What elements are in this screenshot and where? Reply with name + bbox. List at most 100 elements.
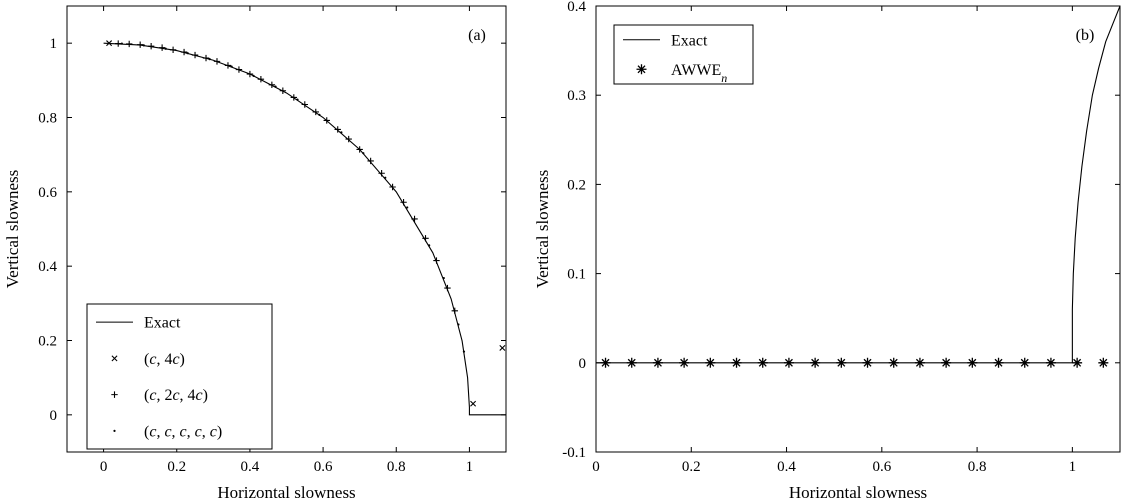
data-point	[340, 131, 343, 134]
panel-label: (b)	[1076, 27, 1095, 44]
data-point	[888, 357, 899, 368]
data-point	[810, 357, 821, 368]
x-tick-label: 0.4	[777, 459, 796, 475]
data-point	[180, 48, 188, 56]
axes-frame	[66, 5, 507, 453]
legend-box	[86, 303, 273, 450]
data-point	[967, 357, 978, 368]
series-1-markers	[600, 357, 1109, 368]
y-tick-label: -0.1	[562, 445, 586, 461]
y-axis-label: Vertical slowness	[533, 170, 552, 289]
x-tick-label: 0.6	[314, 459, 333, 475]
data-point	[235, 66, 243, 73]
data-point	[389, 183, 396, 191]
legend-entry-label: (c, 4c)	[144, 351, 185, 368]
y-tick-label: 0.2	[38, 334, 57, 350]
data-point	[246, 70, 254, 78]
plot-area	[596, 6, 1120, 368]
data-point	[442, 276, 445, 280]
data-point	[384, 176, 387, 179]
x-tick-label: 1	[466, 459, 474, 475]
data-point	[115, 40, 122, 47]
data-point	[125, 40, 133, 48]
data-point	[757, 357, 768, 368]
data-point	[444, 284, 451, 292]
data-point	[367, 157, 374, 165]
y-tick-label: 0.4	[567, 0, 586, 15]
y-tick-label: 0	[579, 356, 587, 372]
data-point	[457, 323, 460, 326]
data-point	[147, 42, 155, 50]
x-tick-label: 0.8	[968, 459, 987, 475]
data-point	[296, 98, 299, 101]
legend: Exact AWWEn	[613, 24, 754, 85]
series-2-markers	[115, 40, 458, 314]
data-point	[451, 307, 458, 314]
data-point	[1072, 357, 1083, 368]
series-3-markers	[120, 42, 466, 353]
y-tick-label: 0.3	[567, 88, 586, 104]
legend-swatch-marker	[113, 429, 116, 432]
data-point	[362, 152, 365, 155]
data-point	[652, 357, 663, 368]
legend-entry-label: Exact	[144, 315, 181, 332]
data-point	[268, 81, 276, 88]
data-point	[993, 357, 1004, 368]
data-point	[191, 51, 199, 59]
data-point	[862, 357, 873, 368]
data-point	[356, 146, 363, 153]
x-axis-label: Horizontal slowness	[789, 483, 927, 501]
data-point	[279, 87, 287, 94]
x-tick-label: 0.6	[872, 459, 891, 475]
y-tick-label: 0.6	[38, 185, 57, 201]
data-point	[406, 206, 409, 209]
data-point	[213, 58, 221, 65]
legend-swatch-marker	[111, 391, 118, 398]
x-tick-label: 0	[100, 459, 108, 475]
y-tick-label: 0	[50, 408, 58, 424]
x-tick-label: 0.8	[387, 459, 406, 475]
data-point	[731, 357, 742, 368]
y-tick-label: 0.4	[38, 259, 57, 275]
data-point	[186, 52, 189, 55]
data-point	[1019, 357, 1030, 368]
data-point	[499, 344, 506, 351]
data-point	[158, 44, 166, 51]
data-point	[290, 94, 298, 101]
data-point	[679, 357, 690, 368]
data-point	[224, 62, 232, 69]
legend-entry-label: (c, c, c, c, c)	[144, 423, 222, 440]
x-tick-label: 0.4	[241, 459, 260, 475]
legend-entry-label: Exact	[671, 32, 708, 49]
data-point	[334, 126, 341, 133]
legend-swatch-marker	[636, 64, 647, 75]
data-point	[345, 135, 352, 143]
data-point	[106, 40, 113, 47]
series-line-exact	[596, 6, 1120, 364]
data-point	[470, 400, 477, 407]
data-point	[257, 76, 265, 83]
data-point	[164, 47, 167, 50]
series-1-markers	[106, 40, 506, 407]
x-tick-label: 1	[1069, 459, 1077, 475]
data-point	[1045, 357, 1056, 368]
data-point	[252, 74, 255, 77]
data-point	[301, 101, 308, 108]
data-point	[433, 257, 440, 264]
x-axis-label: Horizontal slowness	[217, 483, 355, 501]
data-point	[202, 54, 210, 62]
data-point	[428, 244, 431, 247]
legend: Exact (c, 4c) (c, 2c, 4c) (c, c, c, c, c)	[86, 303, 273, 450]
legend-swatch-marker	[111, 355, 118, 362]
data-point	[169, 46, 177, 54]
legend-entry-label: AWWEn	[671, 62, 727, 85]
data-point	[705, 357, 716, 368]
data-point	[626, 357, 637, 368]
panel-label: (a)	[468, 27, 486, 44]
data-point	[941, 357, 952, 368]
data-point	[411, 215, 418, 223]
data-point	[400, 199, 407, 206]
data-point	[208, 58, 211, 61]
data-point	[230, 65, 233, 68]
